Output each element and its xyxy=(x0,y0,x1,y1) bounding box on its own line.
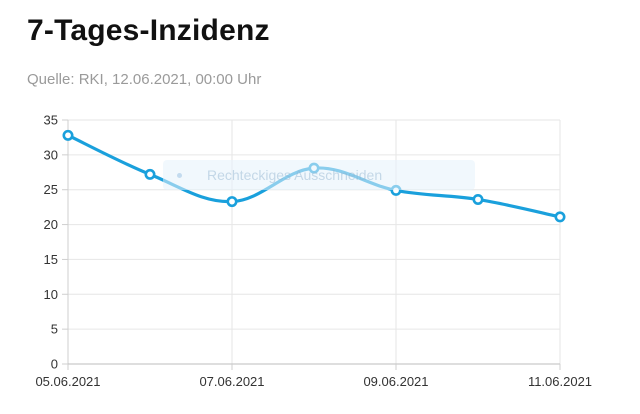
chart-title: 7-Tages-Inzidenz xyxy=(27,14,270,47)
source-note: Quelle: RKI, 12.06.2021, 00:00 Uhr xyxy=(27,71,262,88)
y-tick-label: 0 xyxy=(51,357,58,372)
y-tick-label: 10 xyxy=(44,287,58,302)
snip-overlay: Rechteckiges Ausschneiden xyxy=(163,160,475,190)
y-axis-ticks: 0 5 10 15 20 25 30 35 xyxy=(44,113,68,372)
x-tick-label: 11.06.2021 xyxy=(528,374,592,389)
grid-lines xyxy=(67,119,561,364)
x-tick-label: 09.06.2021 xyxy=(363,374,428,389)
y-tick-label: 30 xyxy=(44,147,58,162)
x-tick-label: 07.06.2021 xyxy=(199,374,264,389)
data-point xyxy=(554,211,566,223)
y-tick-label: 20 xyxy=(44,217,58,232)
data-point xyxy=(144,168,156,180)
data-point xyxy=(226,196,238,208)
x-tick-label: 05.06.2021 xyxy=(35,374,100,389)
y-tick-label: 35 xyxy=(44,113,58,128)
axes xyxy=(67,120,560,365)
data-point xyxy=(472,193,484,205)
snip-dot-icon xyxy=(177,173,182,178)
snip-overlay-label: Rechteckiges Ausschneiden xyxy=(207,167,383,183)
y-tick-label: 15 xyxy=(44,252,58,267)
y-tick-label: 25 xyxy=(44,182,58,197)
y-tick-label: 5 xyxy=(51,322,58,337)
data-point xyxy=(62,129,74,141)
x-axis-ticks: 05.06.2021 07.06.2021 09.06.2021 11.06.2021 xyxy=(35,364,592,389)
